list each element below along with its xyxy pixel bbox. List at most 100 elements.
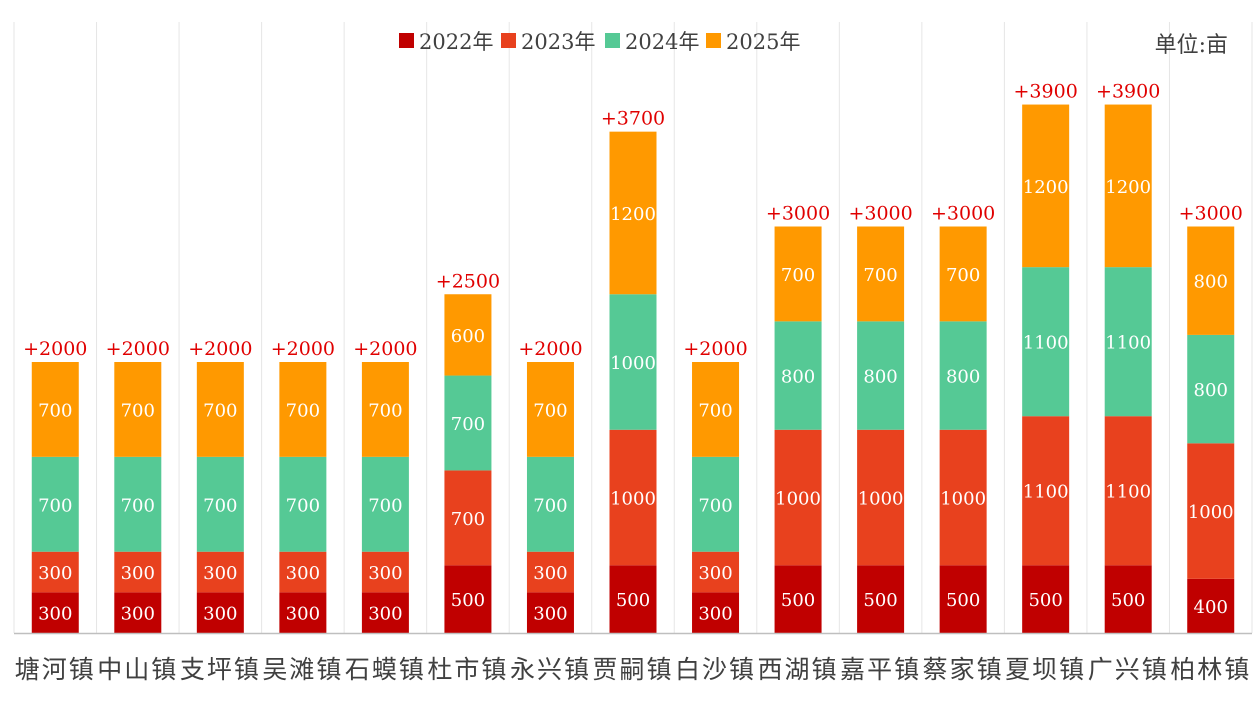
- legend-item: 2025年: [706, 30, 800, 54]
- x-tick-label: 吴滩镇: [262, 655, 343, 684]
- total-label: +2000: [518, 338, 582, 360]
- bar-segment: [31, 592, 79, 633]
- legend-swatch: [501, 33, 516, 48]
- x-tick-label: 贾嗣镇: [592, 655, 673, 684]
- segment-value-label: 300: [368, 604, 402, 625]
- bar-segment: [444, 294, 492, 376]
- segment-value-label: 1200: [1105, 177, 1151, 198]
- segment-value-label: 600: [451, 326, 485, 347]
- legend-label: 2025年: [726, 30, 800, 54]
- bar-segment: [526, 456, 574, 552]
- segment-value-label: 1100: [1105, 482, 1151, 503]
- bar-segment: [31, 551, 79, 593]
- segment-value-label: 1200: [1023, 177, 1069, 198]
- segment-value-label: 700: [286, 400, 320, 421]
- segment-value-label: 700: [698, 400, 732, 421]
- bar-segment: [1104, 416, 1152, 566]
- total-label: +2000: [23, 338, 87, 360]
- legend-label: 2023年: [521, 30, 595, 54]
- bar-segment: [526, 362, 574, 457]
- bar-segment: [857, 226, 905, 322]
- segment-value-label: 1000: [775, 489, 821, 510]
- bar-segment: [857, 321, 905, 430]
- bar-segment: [939, 226, 987, 322]
- x-tick-label: 西湖镇: [758, 655, 839, 684]
- bar-segment: [1022, 104, 1070, 268]
- total-labels: +2000 +2000 +2000 +2000 +2000 +2500 +2000 +3700…: [23, 81, 1243, 360]
- segment-value-label: 500: [1028, 590, 1062, 611]
- total-label: +3000: [931, 203, 995, 225]
- segment-value-label: 300: [121, 604, 155, 625]
- segment-value-label: 700: [203, 495, 237, 516]
- bar-segment: [526, 551, 574, 593]
- bar-segment: [609, 429, 657, 566]
- bar-segment: [361, 456, 409, 552]
- bar-segment: [114, 362, 162, 457]
- bar-segment: [1187, 578, 1235, 633]
- segment-value-label: 700: [121, 400, 155, 421]
- segment-value-label: 500: [946, 590, 980, 611]
- bar-segment: [939, 429, 987, 566]
- bar-segment: [114, 551, 162, 593]
- x-tick-label: 支坪镇: [180, 655, 261, 684]
- bar-segment: [444, 375, 492, 471]
- x-tick-label: 塘河镇: [15, 655, 96, 684]
- x-tick-labels: 塘河镇 中山镇 支坪镇 吴滩镇 石蟆镇 杜市镇 永兴镇 贾嗣镇 白沙镇 西湖镇 嘉平镇 蔡家镇 夏坝镇广…: [15, 655, 1249, 684]
- bar-segment: [1022, 416, 1070, 566]
- segment-value-label: 1100: [1023, 333, 1069, 354]
- segment-value-label: 700: [946, 265, 980, 286]
- bar-segment: [114, 592, 162, 633]
- bar-segment: [279, 362, 327, 457]
- segment-value-label: 700: [533, 400, 567, 421]
- segment-value-label: 300: [368, 563, 402, 584]
- segment-value-label: 700: [533, 495, 567, 516]
- x-tick-label: 杜市镇: [427, 655, 508, 684]
- bar-segment: [279, 592, 327, 633]
- segment-value-label: 700: [38, 495, 72, 516]
- segment-value-label: 300: [698, 604, 732, 625]
- bar-segment: [609, 131, 657, 295]
- x-tick-label: 广兴镇: [1088, 655, 1169, 684]
- segment-value-label: 700: [368, 400, 402, 421]
- bar-segment: [692, 592, 740, 633]
- bar-segment: [31, 362, 79, 457]
- segment-value-label: 300: [533, 604, 567, 625]
- x-tick-label: 永兴镇: [510, 655, 591, 684]
- bar-segment: [279, 551, 327, 593]
- legend-item: 2024年: [605, 30, 699, 54]
- bar-segment: [939, 321, 987, 430]
- segment-value-label: 500: [781, 590, 815, 611]
- unit-label: 单位:亩: [1155, 33, 1228, 58]
- segment-value-label: 300: [121, 563, 155, 584]
- segment-value-label: 700: [863, 265, 897, 286]
- total-label: +2500: [436, 270, 500, 292]
- total-label: +2000: [353, 338, 417, 360]
- bar-segment: [1187, 334, 1235, 444]
- x-tick-label: 石蟆镇: [345, 655, 426, 684]
- segment-value-label: 300: [698, 563, 732, 584]
- bar-segment: [196, 456, 244, 552]
- bar-segment: [279, 456, 327, 552]
- x-tick-label: 中山镇: [97, 655, 178, 684]
- segment-value-label: 700: [121, 495, 155, 516]
- segment-value-label: 1100: [1023, 482, 1069, 503]
- segment-value-label: 800: [863, 367, 897, 388]
- x-tick-label: 白沙镇: [675, 655, 756, 684]
- bar-segment: [1187, 443, 1235, 579]
- bar-segment: [692, 551, 740, 593]
- total-label: +2000: [683, 338, 747, 360]
- segment-value-label: 800: [1194, 272, 1228, 293]
- segment-value-label: 1000: [1188, 502, 1234, 523]
- bar-segment: [857, 429, 905, 566]
- segment-value-label: 1000: [610, 353, 656, 374]
- bar-segment: [526, 592, 574, 633]
- segment-value-label: 1000: [610, 489, 656, 510]
- bar-segment: [692, 362, 740, 457]
- legend-item: 2022年: [399, 30, 493, 54]
- segment-value-label: 1000: [940, 489, 986, 510]
- segment-value-label: 1000: [858, 489, 904, 510]
- x-tick-label: 嘉平镇: [840, 655, 921, 684]
- bar-segment: [609, 294, 657, 430]
